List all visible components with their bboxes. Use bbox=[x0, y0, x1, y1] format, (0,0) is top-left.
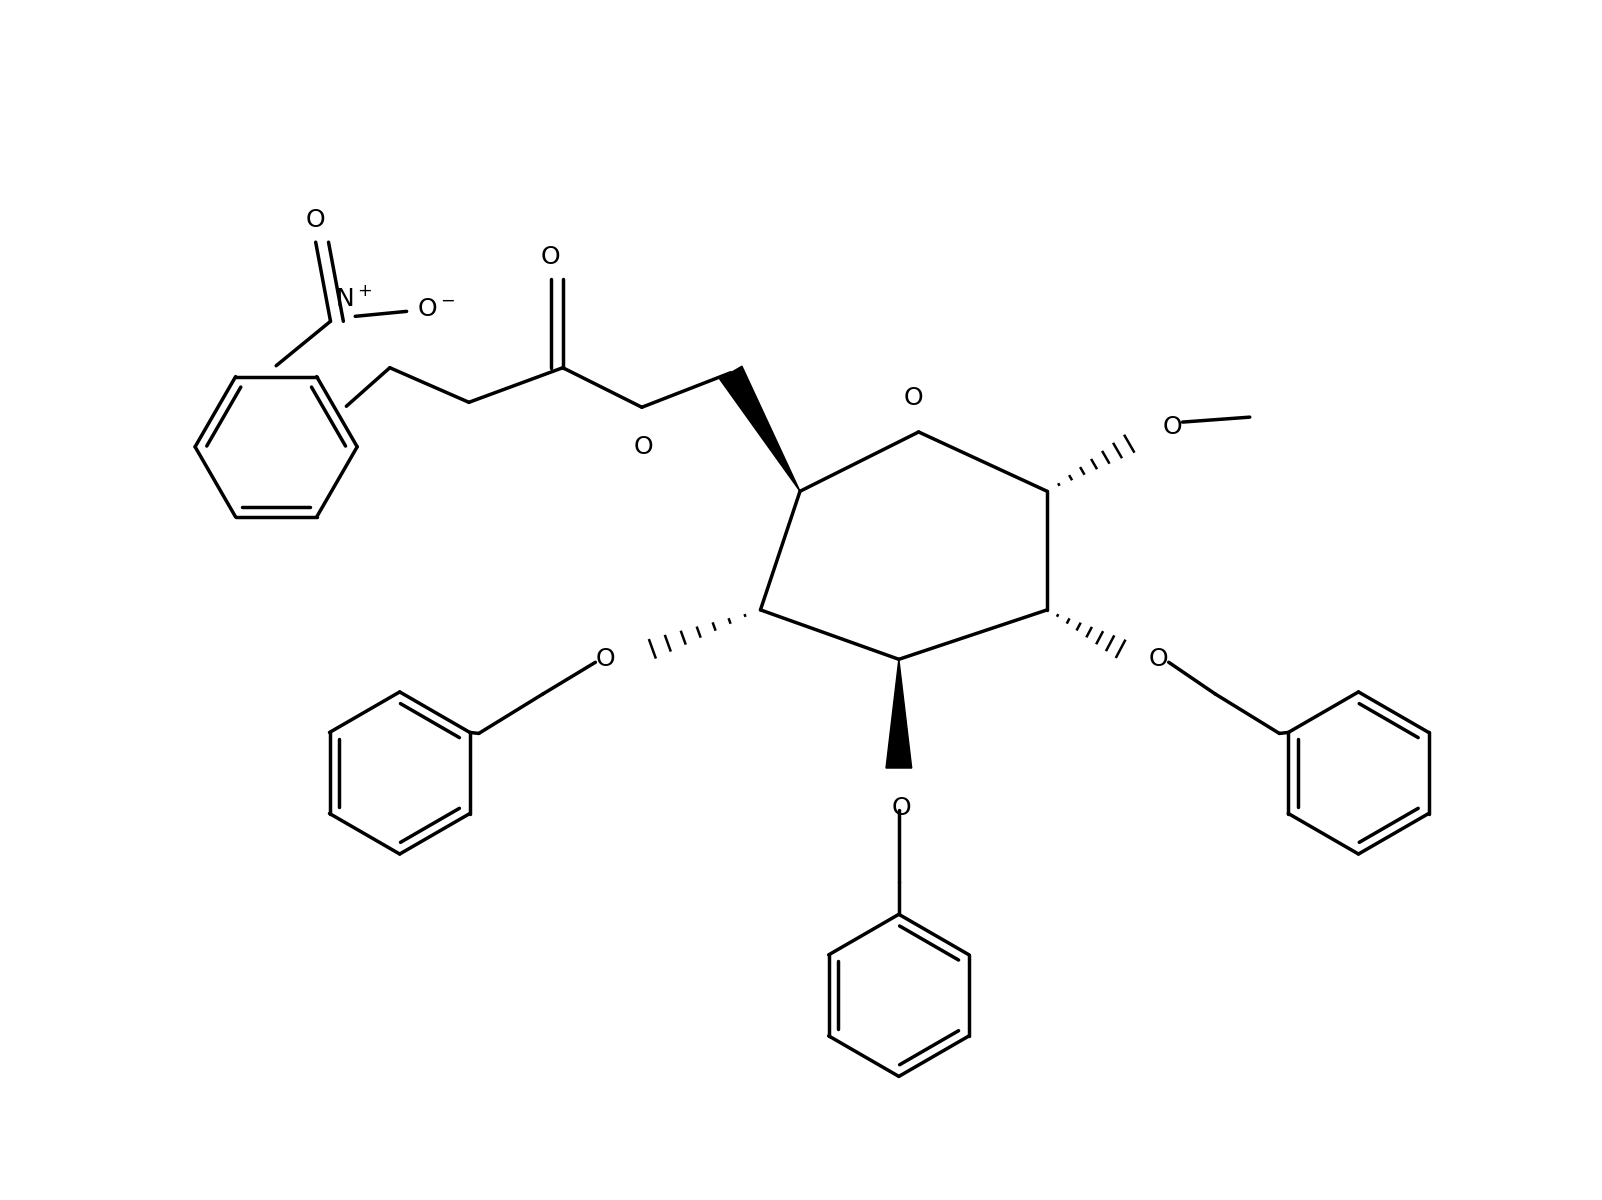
Text: O: O bbox=[904, 386, 923, 410]
Text: N$^+$: N$^+$ bbox=[335, 287, 373, 311]
Text: O: O bbox=[541, 245, 561, 269]
Text: O: O bbox=[596, 647, 615, 671]
Text: O: O bbox=[634, 434, 654, 458]
Polygon shape bbox=[719, 366, 799, 491]
Text: O: O bbox=[1149, 647, 1168, 671]
Text: O: O bbox=[892, 796, 912, 820]
Text: O: O bbox=[1163, 415, 1182, 439]
Text: O: O bbox=[306, 209, 325, 233]
Text: O$^-$: O$^-$ bbox=[417, 298, 455, 322]
Polygon shape bbox=[886, 659, 912, 768]
